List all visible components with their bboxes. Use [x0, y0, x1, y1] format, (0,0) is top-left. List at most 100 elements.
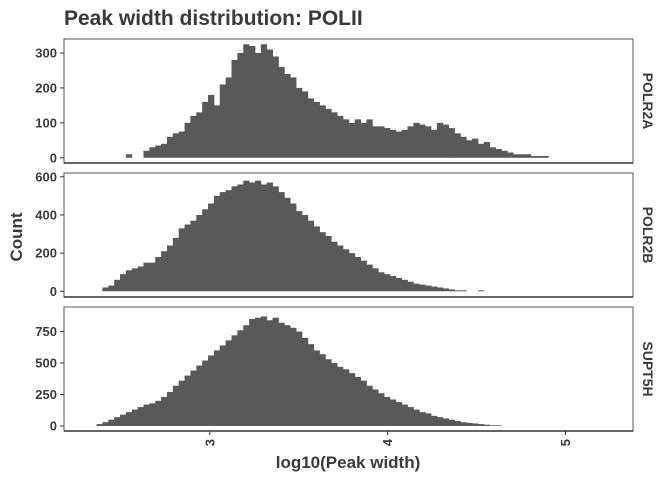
histogram-bar: [184, 122, 191, 158]
histogram-bar: [278, 192, 285, 292]
histogram-bar: [120, 414, 127, 426]
histogram-bar: [202, 360, 209, 426]
histogram-bar: [120, 274, 127, 292]
histogram-bar: [354, 119, 361, 158]
x-axis-title: log10(Peak width): [276, 453, 421, 472]
histogram-bar: [360, 260, 367, 292]
x-tick-label: 5: [558, 439, 573, 446]
histogram-bar: [178, 131, 185, 158]
histogram-bar: [231, 186, 238, 292]
y-tick-label: 400: [35, 207, 57, 222]
histogram-bar: [125, 154, 133, 158]
histogram-bar: [366, 264, 373, 292]
histogram-bar: [243, 325, 250, 426]
histogram-bar: [237, 52, 244, 158]
histogram-bar: [378, 272, 385, 292]
y-tick-label: 200: [35, 80, 57, 95]
y-tick-label: 500: [35, 356, 57, 371]
histogram-bar: [431, 286, 438, 292]
histogram-bar: [149, 403, 156, 426]
histogram-bar: [331, 363, 338, 426]
histogram-bar: [507, 152, 514, 158]
histogram-bar: [448, 128, 455, 158]
histogram-bar: [519, 154, 526, 158]
histogram-bar: [331, 112, 338, 158]
histogram-bar: [472, 423, 479, 426]
histogram-bar: [196, 112, 203, 158]
histogram-bar: [272, 317, 279, 426]
histogram-bar: [384, 397, 391, 426]
histogram-bar: [331, 241, 338, 292]
histogram-bar: [260, 316, 268, 426]
histogram-bar: [172, 385, 180, 426]
histogram-bar: [454, 290, 461, 292]
histogram-bar: [166, 245, 174, 292]
histogram-bar: [501, 150, 508, 158]
chart-title: Peak width distribution: POLII: [64, 7, 363, 30]
histogram-bar: [530, 156, 538, 158]
histogram-bar: [225, 190, 232, 292]
y-tick-label: 100: [35, 115, 57, 130]
histogram-bar: [301, 214, 309, 292]
histogram-bar: [102, 287, 109, 292]
histogram-bar: [219, 84, 227, 158]
y-tick-label: 0: [50, 284, 57, 299]
histogram-bar: [137, 266, 144, 292]
histogram-bar: [208, 355, 215, 426]
histogram-bar: [149, 147, 156, 158]
histogram-bar: [307, 98, 315, 158]
histogram-bar: [431, 129, 438, 158]
histogram-bar: [342, 119, 350, 158]
histogram-bar: [137, 407, 144, 426]
histogram-bars: [102, 180, 485, 292]
histogram-bar: [389, 399, 397, 426]
histogram-bar: [389, 129, 397, 158]
histogram-bar: [313, 350, 320, 426]
histogram-bar: [384, 274, 391, 292]
histogram-bar: [178, 228, 185, 292]
histogram-bar: [249, 182, 256, 292]
histogram-bar: [131, 409, 139, 426]
histogram-bar: [125, 412, 133, 426]
histogram-bar: [342, 369, 350, 426]
histogram-bar: [442, 418, 450, 426]
histogram-bar: [372, 268, 379, 292]
histogram-bar: [489, 425, 496, 426]
histogram-bar: [254, 317, 262, 426]
histogram-bar: [384, 128, 391, 158]
histogram-bar: [131, 268, 139, 292]
histogram-bar: [307, 220, 315, 292]
histogram-bar: [184, 224, 191, 292]
histogram-bar: [378, 393, 385, 426]
histogram-bar: [225, 340, 232, 426]
panel-polr2a: 0 100 200 300 POLR2A: [35, 38, 656, 165]
histogram-bar: [536, 156, 543, 158]
histogram-bar: [524, 154, 532, 158]
y-tick-label: 0: [50, 150, 57, 165]
histogram-bar: [348, 253, 356, 292]
histogram-bar: [407, 407, 414, 426]
histogram-bar: [425, 126, 432, 158]
histogram-bar: [172, 237, 180, 292]
histogram-bar: [237, 330, 244, 426]
histogram-bar: [190, 370, 197, 426]
histogram-bar: [413, 122, 420, 158]
histogram-bar: [155, 256, 162, 292]
histogram-bar: [431, 415, 438, 426]
histogram-bar: [489, 147, 496, 158]
histogram-bar: [460, 422, 467, 426]
histogram-bar: [296, 331, 303, 426]
histogram-bar: [378, 126, 385, 158]
histogram-bar: [290, 203, 297, 292]
histogram-bar: [436, 287, 444, 292]
y-tick-label: 750: [35, 324, 57, 339]
histogram-bar: [278, 322, 285, 426]
histogram-bar: [477, 424, 485, 426]
histogram-bar: [161, 251, 168, 292]
histogram-bar: [407, 126, 414, 158]
histogram-bar: [436, 122, 444, 158]
histogram-bar: [260, 184, 268, 292]
y-tick-label: 0: [50, 418, 57, 433]
histogram-bar: [254, 180, 262, 292]
